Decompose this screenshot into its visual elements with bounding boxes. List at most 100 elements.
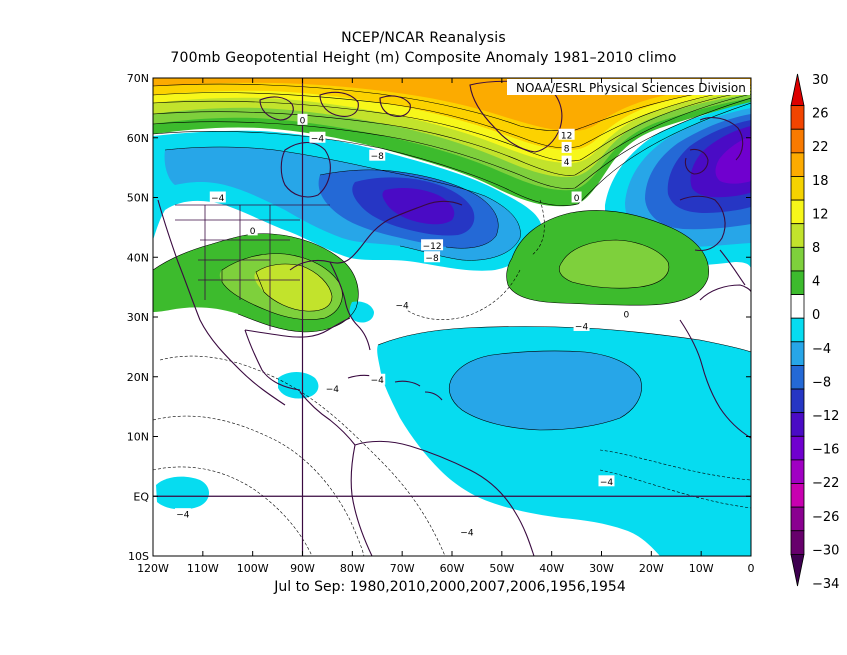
- contour-label: −4: [326, 385, 340, 395]
- contour-label: 8: [564, 144, 570, 154]
- lon-label: 100W: [237, 562, 269, 575]
- colorbar-swatch: [790, 128, 805, 154]
- colorbar-label: −4: [812, 342, 831, 357]
- latitude-axis: 70N 60N 50N 40N 30N 20N 10N EQ 10S: [127, 72, 751, 563]
- colorbar-arrow-top: [790, 73, 805, 107]
- lon-label: 50W: [489, 562, 514, 575]
- colorbar-label: 30: [812, 73, 829, 88]
- colorbar-label: −34: [812, 577, 839, 592]
- contour-label: 12: [561, 131, 572, 141]
- colorbar: 30 26 22 18 12 8 4 0 −4 −8 −12 −16 −22 −26 −30 −34: [790, 73, 839, 592]
- negative-anomaly-pacific: [156, 476, 209, 510]
- contour-label-bg: [421, 239, 444, 251]
- contour-label: −4: [176, 511, 190, 521]
- lon-label: 10W: [689, 562, 714, 575]
- contour-label: −12: [423, 242, 442, 252]
- lat-label: 70N: [127, 72, 149, 85]
- colorbar-label: −16: [812, 443, 839, 458]
- lon-label: 20W: [639, 562, 664, 575]
- contour-label-bg: [558, 128, 575, 140]
- contour-label: −4: [396, 302, 410, 312]
- colorbar-swatch: [790, 246, 805, 272]
- colorbar-swatch: [790, 152, 805, 177]
- colorbar-swatch: [790, 317, 805, 343]
- colorbar-swatch: [790, 506, 805, 532]
- contour-label: −4: [211, 194, 225, 204]
- contour-label-bg: [394, 299, 411, 311]
- contour-label-bg: [598, 475, 615, 487]
- lon-label: 60W: [440, 562, 465, 575]
- contour-label: −4: [600, 478, 614, 488]
- colorbar-label: −26: [812, 510, 839, 525]
- colorbar-swatch: [790, 176, 805, 201]
- contour-label: 0: [250, 227, 256, 237]
- lat-label: 60N: [127, 132, 149, 145]
- contour-label-bg: [458, 526, 475, 538]
- negative-anomaly-gulf: [349, 301, 374, 323]
- contour-label: 0: [624, 311, 630, 321]
- colorbar-label: −12: [812, 409, 839, 424]
- chart-subtitle: 700mb Geopotential Height (m) Composite …: [170, 50, 677, 66]
- contour-label-bg: [324, 382, 341, 394]
- credit-text: NOAA/ESRL Physical Sciences Division: [516, 81, 746, 95]
- chart-title: NCEP/NCAR Reanalysis: [341, 30, 506, 46]
- contour-label-bg: [209, 191, 226, 203]
- lon-label: 0: [748, 562, 755, 575]
- contour-label: −8: [371, 152, 385, 162]
- lat-label: 10N: [127, 431, 149, 444]
- contour-label-bg: [424, 251, 441, 263]
- colorbar-label: 12: [812, 207, 829, 222]
- negative-anomaly-tropics-8: [449, 350, 642, 430]
- contour-label-bg: [247, 224, 258, 236]
- contour-label: 4: [564, 158, 570, 168]
- colorbar-swatch: [790, 270, 805, 295]
- lon-label: 30W: [589, 562, 614, 575]
- anomaly-field: [153, 78, 751, 556]
- contour-label-bg: [621, 308, 632, 320]
- colorbar-swatch: [790, 412, 805, 437]
- colorbar-label: 18: [812, 174, 829, 189]
- positive-anomaly-us-8: [254, 264, 332, 312]
- lat-label: 30N: [127, 311, 149, 324]
- negative-anomaly-canada-20: [382, 187, 455, 225]
- colorbar-label: 0: [812, 308, 820, 323]
- lat-label: EQ: [133, 490, 149, 503]
- lon-label: 110W: [187, 562, 219, 575]
- lon-label: 70W: [390, 562, 415, 575]
- contour-label: −4: [575, 322, 589, 332]
- colorbar-swatch: [790, 294, 805, 319]
- colorbar-swatch: [790, 388, 805, 414]
- contour-label-bg: [573, 319, 590, 331]
- contour-label: −4: [371, 376, 385, 386]
- longitude-axis: 120W 110W 100W 90W 80W 70W 60W 50W 40W 30W 20W 10W 0: [137, 78, 755, 575]
- contour-label-bg: [309, 131, 326, 143]
- lat-label: 10S: [128, 550, 149, 563]
- contour-label-bg: [561, 141, 572, 153]
- colorbar-swatch: [790, 530, 805, 555]
- lat-label: 40N: [127, 251, 149, 264]
- lon-label: 80W: [340, 562, 365, 575]
- lon-label: 40W: [539, 562, 564, 575]
- colorbar-label: 4: [812, 275, 820, 290]
- positive-anomaly-atlantic-4: [559, 240, 669, 289]
- contour-label-bg: [174, 508, 191, 520]
- contour-labels: 12 8 4 0 0 −4 −8 −12 −8 −4 0 −4 0 −4 −4 −4 −4 −4 −4: [174, 113, 632, 539]
- colorbar-label: 26: [812, 107, 829, 122]
- colorbar-arrow-bottom: [790, 553, 805, 587]
- colorbar-swatch: [790, 435, 805, 461]
- lon-label: 90W: [290, 562, 315, 575]
- colorbar-swatch: [790, 105, 805, 130]
- colorbar-label: 8: [812, 241, 820, 256]
- years-caption: Jul to Sep: 1980,2010,2000,2007,2006,195…: [274, 579, 626, 595]
- contour-lines: [153, 83, 751, 556]
- state-borders: [175, 204, 330, 330]
- colorbar-swatch: [790, 223, 805, 248]
- contour-label: −8: [425, 254, 439, 264]
- colorbar-swatch: [790, 459, 805, 484]
- lat-label: 50N: [127, 192, 149, 205]
- lon-label: 120W: [137, 562, 169, 575]
- colorbar-label: −22: [812, 476, 839, 491]
- lat-label: 20N: [127, 371, 149, 384]
- contour-label-bg: [297, 113, 308, 125]
